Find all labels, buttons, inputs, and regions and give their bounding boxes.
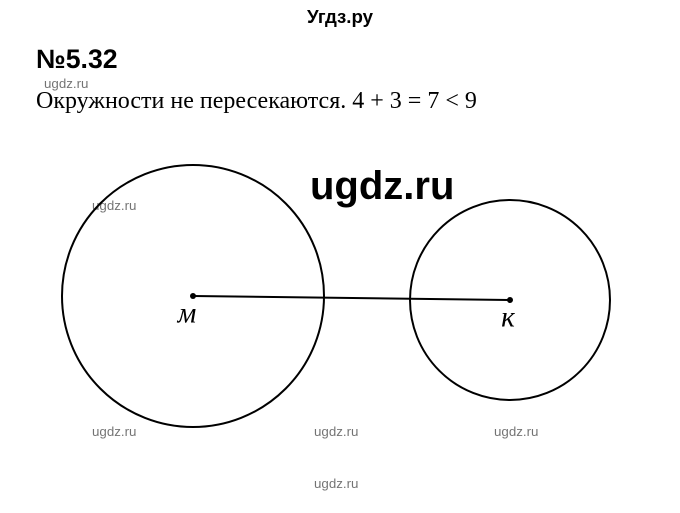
site-header: Угдз.ру xyxy=(307,6,373,28)
center-label-K: к xyxy=(501,302,515,335)
watermark-small: ugdz.ru xyxy=(314,424,358,439)
watermark-small: ugdz.ru xyxy=(92,198,136,213)
watermark-small: ugdz.ru xyxy=(44,76,88,91)
watermark-small: ugdz.ru xyxy=(494,424,538,439)
watermark-small: ugdz.ru xyxy=(92,424,136,439)
watermark-small: ugdz.ru xyxy=(314,476,358,491)
center-segment xyxy=(193,296,510,300)
center-label-M: м xyxy=(178,298,197,331)
watermark-big: ugdz.ru xyxy=(310,164,454,209)
problem-statement: Окружности не пересекаются. 4 + 3 = 7 < … xyxy=(36,88,477,115)
circle-K xyxy=(410,200,610,400)
problem-number: №5.32 xyxy=(36,44,118,75)
